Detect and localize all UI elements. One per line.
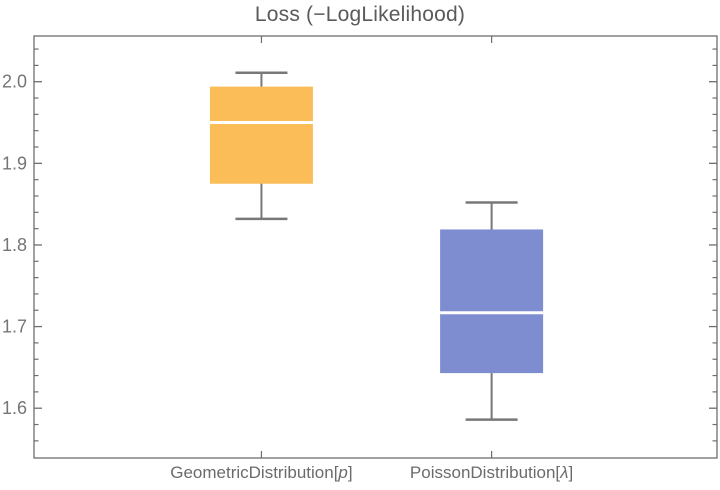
chart-title: Loss (−LogLikelihood) xyxy=(254,3,466,26)
y-axis-tick-label: 2.0 xyxy=(2,72,27,92)
y-axis-tick-label: 1.6 xyxy=(2,398,27,418)
category-label-geometricdistribution: GeometricDistribution[p] xyxy=(170,463,352,482)
box-geometricdistribution xyxy=(209,86,313,184)
category-label-poissondistribution: PoissonDistribution[λ] xyxy=(410,463,573,482)
y-axis-tick-label: 1.9 xyxy=(2,153,27,173)
y-axis-tick-label: 1.7 xyxy=(2,317,27,337)
box-poissondistribution xyxy=(440,229,544,374)
plot-frame xyxy=(33,35,718,459)
y-axis-tick-label: 1.8 xyxy=(2,235,27,255)
